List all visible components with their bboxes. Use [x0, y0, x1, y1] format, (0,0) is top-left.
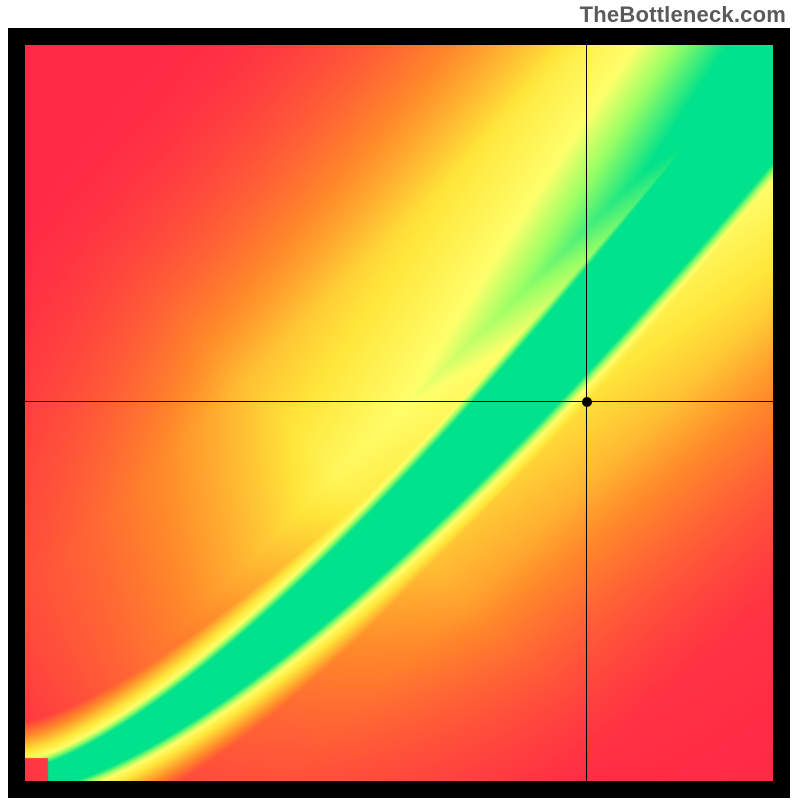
crosshair-marker-dot — [582, 397, 592, 407]
crosshair-horizontal — [25, 401, 773, 402]
bottleneck-heatmap — [25, 45, 773, 781]
watermark-text: TheBottleneck.com — [580, 2, 786, 28]
chart-container: TheBottleneck.com — [0, 0, 800, 800]
crosshair-vertical — [586, 45, 587, 781]
